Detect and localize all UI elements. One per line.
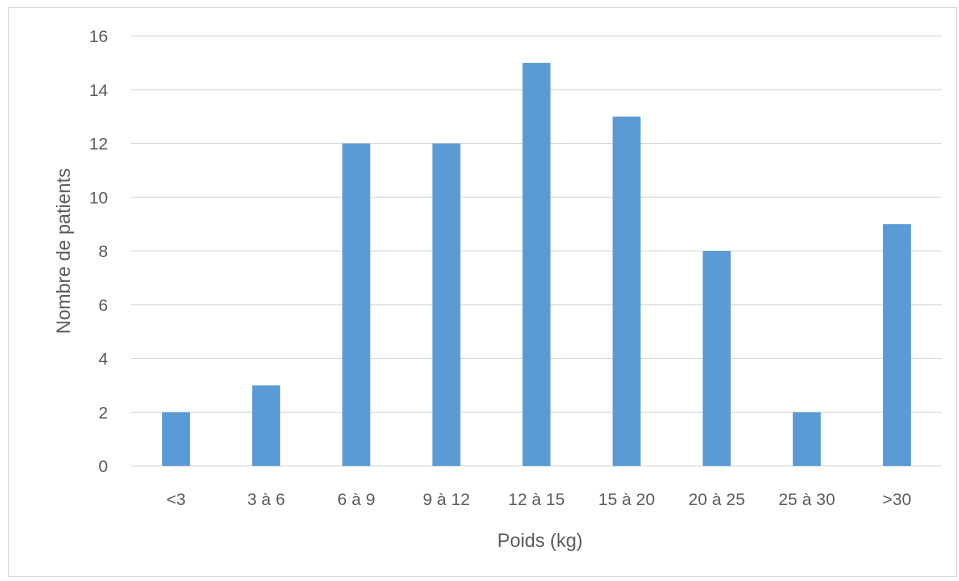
bars	[162, 62, 911, 466]
chart-frame	[8, 7, 957, 577]
x-tick-label: >30	[883, 490, 912, 509]
x-tick-label: 15 à 20	[598, 490, 655, 509]
x-tick-label: 25 à 30	[778, 490, 835, 509]
y-tick-labels: 0 2 4 6 8 10 12 14 16	[89, 27, 108, 476]
y-axis-title: Nombre de patients	[54, 168, 75, 334]
bar	[342, 143, 371, 466]
bar	[432, 143, 461, 466]
y-tick-label: 14	[89, 81, 108, 100]
bar	[252, 385, 281, 466]
x-tick-label: 12 à 15	[508, 490, 565, 509]
x-tick-labels: <3 3 à 6 6 à 9 9 à 12 12 à 15 15 à 20 20 à 25 2…	[166, 490, 911, 509]
y-tick-label: 8	[99, 242, 108, 261]
x-tick-label: <3	[166, 490, 185, 509]
x-tick-label: 20 à 25	[688, 490, 745, 509]
y-tick-label: 10	[89, 188, 108, 207]
bar	[522, 62, 551, 466]
y-tick-label: 12	[89, 135, 108, 154]
y-tick-label: 16	[89, 27, 108, 46]
bar	[162, 412, 191, 466]
x-tick-label: 3 à 6	[247, 490, 285, 509]
x-axis-title: Poids (kg)	[497, 531, 583, 552]
y-tick-label: 4	[99, 350, 108, 369]
bar	[612, 116, 641, 466]
bar	[882, 224, 911, 466]
y-tick-label: 6	[99, 296, 108, 315]
bar	[792, 412, 821, 466]
x-tick-label: 9 à 12	[423, 490, 470, 509]
y-tick-label: 0	[99, 457, 108, 476]
x-tick-label: 6 à 9	[337, 490, 375, 509]
y-tick-label: 2	[99, 403, 108, 422]
bar	[702, 251, 731, 466]
